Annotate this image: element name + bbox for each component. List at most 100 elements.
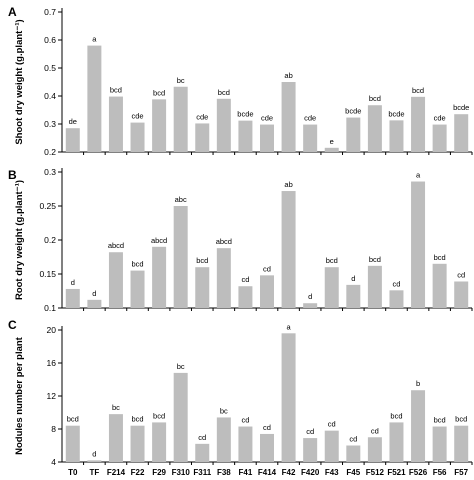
bar-C-F526 (411, 390, 426, 462)
significance-letter: cd (263, 264, 271, 273)
bar-A-F214 (108, 96, 123, 152)
y-tick-label: 0.4 (44, 91, 56, 101)
significance-letter: abcd (216, 237, 232, 246)
bar-A-T0 (65, 128, 80, 152)
significance-letter: bcd (434, 416, 446, 425)
significance-letter: bcd (153, 88, 165, 97)
bar-B-F42 (281, 191, 296, 308)
significance-letter: bcde (453, 103, 469, 112)
x-tick-label: F521 (387, 468, 406, 477)
x-tick-label: F214 (107, 468, 126, 477)
x-tick-label: T0 (68, 468, 78, 477)
significance-letter: bcd (412, 86, 424, 95)
x-tick-label: F29 (152, 468, 166, 477)
significance-letter: d (92, 449, 96, 458)
significance-letter: cde (261, 114, 273, 123)
significance-letter: cde (196, 112, 208, 121)
bar-B-F521 (389, 290, 404, 308)
significance-letter: cd (198, 433, 206, 442)
bar-B-F22 (130, 270, 145, 308)
bar-C-F29 (152, 422, 167, 462)
significance-letter: bc (177, 362, 185, 371)
bar-C-F310 (173, 372, 188, 462)
significance-letter: a (416, 171, 421, 180)
bar-A-F29 (152, 99, 167, 152)
bar-A-F57 (454, 114, 469, 152)
bar-B-T0 (65, 288, 80, 308)
bar-C-F57 (454, 425, 469, 462)
x-tick-label: F311 (193, 468, 211, 477)
x-tick-label: F512 (366, 468, 385, 477)
y-tick-label: 0.2 (44, 235, 56, 245)
x-tick-label: F420 (301, 468, 320, 477)
bar-A-F41 (238, 120, 253, 152)
significance-letter: a (92, 35, 97, 44)
significance-letter: cd (306, 427, 314, 436)
bar-B-F214 (108, 252, 123, 308)
bar-A-F22 (130, 122, 145, 152)
bar-A-F45 (346, 117, 361, 152)
bar-A-F310 (173, 86, 188, 152)
bar-C-F56 (432, 426, 447, 462)
x-tick-label: F22 (131, 468, 145, 477)
significance-letter: bcd (131, 260, 143, 269)
bar-B-F38 (216, 248, 231, 308)
bar-B-TF (87, 299, 102, 308)
significance-letter: bcde (237, 110, 253, 119)
x-tick-label: F42 (282, 468, 296, 477)
significance-letter: bcd (153, 411, 165, 420)
bar-A-F43 (324, 147, 339, 152)
y-tick-label: 0.3 (44, 119, 56, 129)
x-tick-label: F43 (325, 468, 339, 477)
significance-letter: bcd (455, 415, 467, 424)
y-tick-label: 0.7 (44, 7, 56, 17)
bar-C-F214 (108, 414, 123, 462)
bar-C-F42 (281, 333, 296, 462)
significance-letter: bcd (369, 94, 381, 103)
bar-C-F521 (389, 422, 404, 462)
significance-letter: cde (434, 114, 446, 123)
significance-letter: ab (284, 180, 292, 189)
x-tick-label: F414 (258, 468, 277, 477)
significance-letter: b (416, 379, 420, 388)
significance-letter: abc (175, 195, 187, 204)
bar-C-F38 (216, 417, 231, 462)
y-axis-label-B: Root dry weight (g.plant⁻¹) (14, 180, 25, 300)
bar-A-F526 (411, 96, 426, 152)
bar-C-F414 (260, 433, 274, 462)
bar-B-F29 (152, 246, 167, 308)
bar-A-F311 (195, 123, 210, 152)
significance-letter: bcd (67, 415, 79, 424)
significance-letter: d (92, 289, 96, 298)
significance-letter: bcd (110, 86, 122, 95)
y-tick-label: 0.25 (39, 201, 56, 211)
bar-C-F41 (238, 426, 253, 462)
bar-B-F45 (346, 284, 361, 308)
significance-letter: cd (241, 275, 249, 284)
x-tick-label: F41 (239, 468, 253, 477)
x-tick-label: F45 (346, 468, 360, 477)
bar-A-TF (87, 45, 102, 152)
x-tick-label: F310 (172, 468, 191, 477)
bar-C-F22 (130, 425, 145, 462)
significance-letter: bcd (218, 88, 230, 97)
significance-letter: d (71, 278, 75, 287)
significance-letter: bcde (345, 107, 361, 116)
significance-letter: cd (457, 270, 465, 279)
panel-letter-B: B (8, 168, 17, 182)
bar-C-F45 (346, 445, 361, 462)
x-tick-label: F57 (454, 468, 468, 477)
y-tick-label: 20 (47, 325, 57, 335)
bar-B-F43 (324, 267, 339, 308)
bar-B-F311 (195, 267, 210, 308)
bar-C-F43 (324, 430, 339, 462)
x-tick-label: F56 (433, 468, 447, 477)
x-tick-label: TF (89, 468, 99, 477)
significance-letter: bcd (369, 255, 381, 264)
panel-letter-A: A (8, 5, 17, 19)
bar-B-F41 (238, 286, 253, 308)
significance-letter: bcd (131, 415, 143, 424)
significance-letter: ab (284, 71, 292, 80)
x-tick-label: F38 (217, 468, 231, 477)
